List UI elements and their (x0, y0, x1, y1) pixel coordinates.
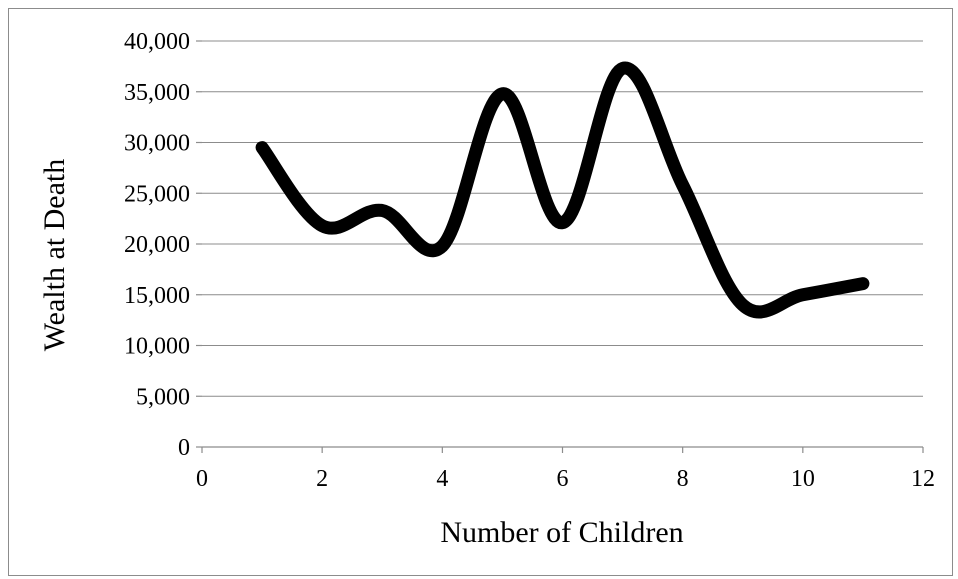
x-tick-label: 10 (791, 466, 815, 492)
data-point (742, 304, 744, 306)
y-tick-labels: 0 5,000 10,000 15,000 20,000 25,000 30,000 35,0… (124, 29, 190, 461)
chart-frame: 0 5,000 10,000 15,000 20,000 25,000 30,000 35,0… (8, 8, 953, 576)
x-tick-label: 8 (677, 466, 689, 492)
data-point (862, 283, 864, 285)
data-point (261, 147, 263, 149)
x-tick-labels: 0 2 4 6 8 10 12 (196, 466, 935, 492)
chart-svg: 0 5,000 10,000 15,000 20,000 25,000 30,000 35,0… (38, 29, 935, 549)
data-point (441, 245, 443, 247)
data-point (622, 67, 624, 69)
x-tick-label: 0 (196, 466, 208, 492)
y-tick-label: 5,000 (136, 384, 190, 410)
series-group (255, 61, 870, 319)
y-tick-label: 0 (178, 435, 190, 461)
y-tick-label: 35,000 (124, 80, 190, 106)
x-tick-label: 2 (316, 466, 328, 492)
y-axis-title: Wealth at Death (38, 159, 71, 352)
data-point (682, 184, 684, 186)
y-tick-label: 15,000 (124, 283, 190, 309)
data-point (501, 93, 503, 95)
data-point (562, 222, 564, 224)
data-point (802, 294, 804, 296)
x-tick-label: 12 (911, 466, 935, 492)
x-tick-label: 4 (436, 466, 448, 492)
y-tick-label: 30,000 (124, 131, 190, 157)
y-tick-label: 25,000 (124, 181, 190, 207)
y-tick-label: 40,000 (124, 29, 190, 55)
data-point (381, 210, 383, 212)
y-tick-label: 20,000 (124, 232, 190, 258)
axes (196, 40, 924, 453)
series-line (255, 61, 870, 319)
data-point (321, 225, 323, 227)
x-tick-label: 6 (557, 466, 569, 492)
gridlines (202, 40, 923, 397)
x-axis-title: Number of Children (440, 516, 683, 549)
y-tick-label: 10,000 (124, 334, 190, 360)
